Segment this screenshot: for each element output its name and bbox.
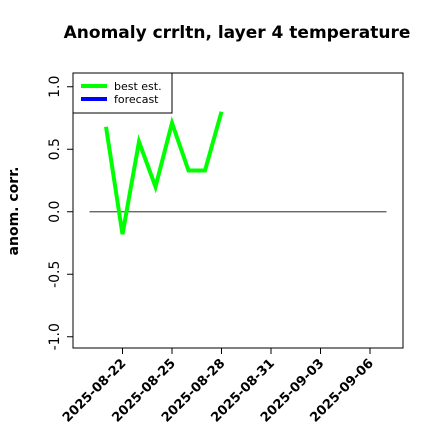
y-tick-label: -0.5 [47, 261, 63, 288]
chart-title: Anomaly crrltn, layer 4 temperature [64, 23, 411, 43]
legend-label: best est. [114, 80, 162, 93]
y-tick-label: 0.5 [47, 138, 63, 160]
y-tick-label: -1.0 [47, 323, 63, 350]
y-axis-label: anom. corr. [6, 167, 22, 256]
legend-label: forecast [114, 93, 159, 106]
y-tick-label: 0.0 [47, 201, 63, 223]
plot-frame [72, 72, 404, 349]
legend-box [72, 72, 173, 114]
series-line [104, 111, 224, 235]
y-tick-label: 1.0 [47, 76, 63, 98]
